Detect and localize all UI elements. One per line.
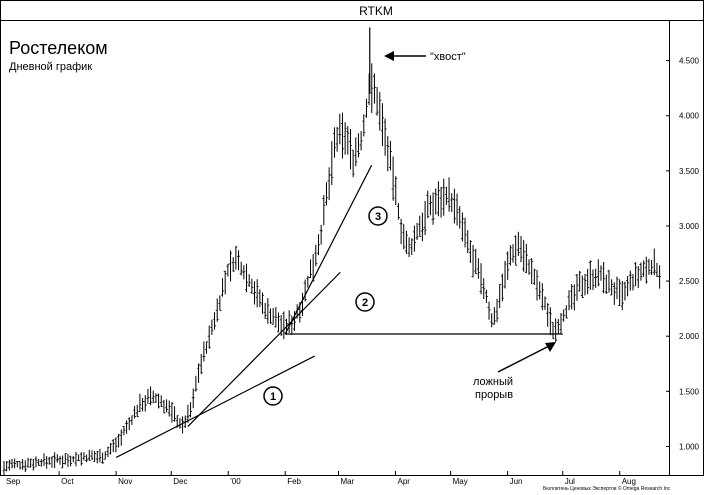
trendline-label-circle-1 bbox=[263, 386, 283, 406]
x-tick-label: Oct bbox=[61, 477, 74, 486]
plot-frame bbox=[0, 20, 670, 476]
x-tick-label: Apr bbox=[397, 477, 410, 486]
annotations: 1 2 3 bbox=[263, 51, 556, 406]
breakout-annotation-line1: ложный bbox=[473, 376, 513, 388]
breakout-annotation-line2: прорыв bbox=[475, 389, 513, 401]
x-tick-label: May bbox=[453, 477, 468, 486]
y-tick-label: 3.000 bbox=[679, 222, 700, 231]
y-axis: 1.000 1.500 2.000 2.500 3.000 3.500 4.000 4.500 bbox=[666, 57, 700, 451]
trendline-label-circle-2 bbox=[355, 292, 375, 312]
tail-arrow-head bbox=[384, 51, 394, 61]
y-tick-label: 1.500 bbox=[679, 387, 700, 396]
tail-annotation: "хвост" bbox=[430, 51, 466, 63]
y-tick-label: 4.500 bbox=[679, 57, 700, 66]
x-axis: Sep Oct Nov Dec '00 Feb Mar Apr May Jun Jul Aug bbox=[3, 471, 636, 486]
y-tick-label: 2.000 bbox=[679, 332, 700, 341]
x-tick-label: '00 bbox=[230, 477, 241, 486]
trendline-2 bbox=[187, 271, 341, 428]
chart-ticker: RTKM bbox=[359, 4, 393, 18]
breakout-arrow-shaft bbox=[497, 344, 552, 373]
y-tick-label: 2.500 bbox=[679, 277, 700, 286]
y-tick-label: 1.000 bbox=[679, 442, 700, 451]
x-tick-label: Aug bbox=[622, 477, 636, 486]
trendline-3 bbox=[284, 165, 373, 335]
x-tick-label: Jul bbox=[565, 477, 575, 486]
chart-subtitle: Дневной график bbox=[9, 61, 92, 73]
chart-title: Ростелеком bbox=[9, 38, 108, 58]
trendline-label-circle-3 bbox=[368, 206, 388, 226]
x-tick-label: Nov bbox=[118, 477, 132, 486]
x-tick-label: Mar bbox=[341, 477, 355, 486]
trendlines bbox=[115, 165, 563, 458]
y-tick-label: 4.000 bbox=[679, 112, 700, 121]
x-tick-label: Sep bbox=[6, 477, 21, 486]
x-tick-label: Jun bbox=[510, 477, 523, 486]
trendline-label-3: 3 bbox=[375, 211, 381, 223]
x-tick-label: Dec bbox=[173, 477, 187, 486]
y-tick-label: 3.500 bbox=[679, 167, 700, 176]
price-bars bbox=[2, 27, 662, 473]
trendline-label-1: 1 bbox=[270, 391, 276, 403]
breakout-arrow-head bbox=[545, 342, 556, 352]
chart-header-bar bbox=[0, 0, 704, 21]
trendline-label-2: 2 bbox=[362, 297, 368, 309]
y-axis-frame bbox=[669, 20, 704, 476]
trendline-1 bbox=[115, 355, 315, 458]
x-tick-label: Feb bbox=[287, 477, 301, 486]
chart-credit: Бюллетень Ценовых Экспертов © Omega Rese… bbox=[543, 485, 671, 492]
